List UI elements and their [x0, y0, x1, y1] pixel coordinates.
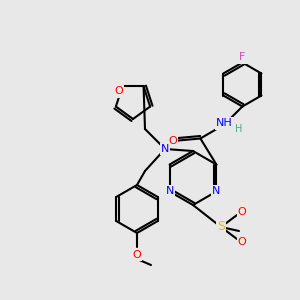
- Text: H: H: [235, 124, 242, 134]
- Text: O: O: [238, 237, 246, 247]
- Text: N: N: [161, 144, 169, 154]
- Text: O: O: [168, 136, 177, 146]
- Text: O: O: [114, 86, 123, 96]
- Text: N: N: [165, 187, 174, 196]
- Text: NH: NH: [216, 118, 233, 128]
- Text: N: N: [212, 187, 220, 196]
- Text: F: F: [239, 52, 246, 62]
- Text: O: O: [133, 250, 141, 260]
- Text: S: S: [217, 220, 225, 233]
- Text: O: O: [238, 207, 246, 217]
